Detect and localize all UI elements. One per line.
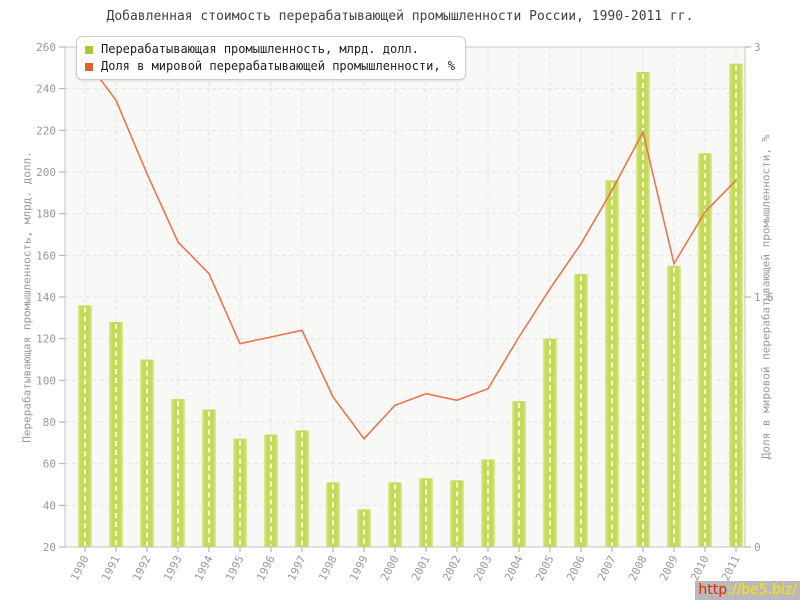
watermark-link[interactable]: http://be5.biz/ [695,581,800,600]
bar-2001[interactable] [419,478,433,547]
right-tick-label: 0 [754,541,761,554]
bar-1993[interactable] [171,399,185,547]
year-label-2001: 2001 [409,553,433,583]
left-tick-label: 80 [43,416,56,429]
bar-series-swatch-icon [85,45,93,54]
legend: Перерабатывающая промышленность, млрд. д… [76,36,467,80]
left-tick-label: 100 [36,374,56,387]
legend-item-manufacturing[interactable]: Перерабатывающая промышленность, млрд. д… [85,41,455,58]
year-label-2005: 2005 [533,553,557,583]
left-tick-label: 120 [36,333,56,346]
year-label-2010: 2010 [688,553,712,583]
legend-label-world-share: Доля в мировой перерабатывающей промышле… [101,59,456,73]
right-axis-title: Доля в мировой перерабатывающей промышле… [759,134,773,460]
year-label-2004: 2004 [502,553,526,583]
year-label-2002: 2002 [440,553,464,583]
watermark-rest: ://be5.biz/ [727,582,797,598]
watermark-prefix: http [698,582,728,598]
year-label-2008: 2008 [626,553,650,583]
bar-1995[interactable] [233,438,247,547]
year-label-2006: 2006 [564,553,588,583]
left-tick-label: 160 [36,249,56,262]
bar-1999[interactable] [357,509,371,548]
year-label-2003: 2003 [471,553,495,583]
bar-2006[interactable] [574,274,588,547]
right-tick-label: 3 [754,41,761,54]
year-label-1996: 1996 [254,553,278,583]
x-axis: 1990 1991 1992 1993 1994 1995 1996 1997 1998 1999… [68,547,743,583]
left-tick-label: 240 [36,83,56,96]
left-axis: 20 40 60 80 100 120 140 160 180 200 220 240 260 [36,41,65,554]
left-tick-label: 140 [36,291,56,304]
year-label-1994: 1994 [192,553,216,583]
line-series-swatch-icon [85,62,93,71]
bar-2010[interactable] [698,153,712,547]
left-tick-label: 40 [43,499,56,512]
left-tick-label: 220 [36,124,56,137]
year-label-1999: 1999 [347,553,371,583]
year-label-1990: 1990 [68,553,92,583]
year-label-1995: 1995 [223,553,247,583]
year-label-2009: 2009 [657,553,681,583]
left-tick-label: 200 [36,166,56,179]
year-label-1997: 1997 [285,553,309,583]
bar-2003[interactable] [481,459,495,548]
right-axis: 01.53 [745,41,774,554]
left-axis-title: Перерабатывающая промышленность, млрд. д… [20,151,34,443]
legend-label-manufacturing: Перерабатывающая промышленность, млрд. д… [101,42,419,56]
year-label-1998: 1998 [316,553,340,583]
right-tick-label: 1.5 [754,291,774,304]
left-tick-label: 180 [36,208,56,221]
left-tick-label: 60 [43,458,56,471]
year-label-1993: 1993 [161,553,185,583]
left-tick-label: 20 [43,541,56,554]
share-line [84,58,737,440]
year-label-1992: 1992 [130,553,154,583]
year-label-2011: 2011 [719,553,743,583]
year-label-2000: 2000 [378,553,402,583]
bar-2004[interactable] [512,401,526,547]
left-tick-label: 260 [36,41,56,54]
legend-item-world-share[interactable]: Доля в мировой перерабатывающей промышле… [85,58,455,75]
year-label-2007: 2007 [595,553,619,583]
year-label-1991: 1991 [99,553,123,583]
chart-title: Добавленная стоимость перерабатывающей п… [106,9,694,24]
